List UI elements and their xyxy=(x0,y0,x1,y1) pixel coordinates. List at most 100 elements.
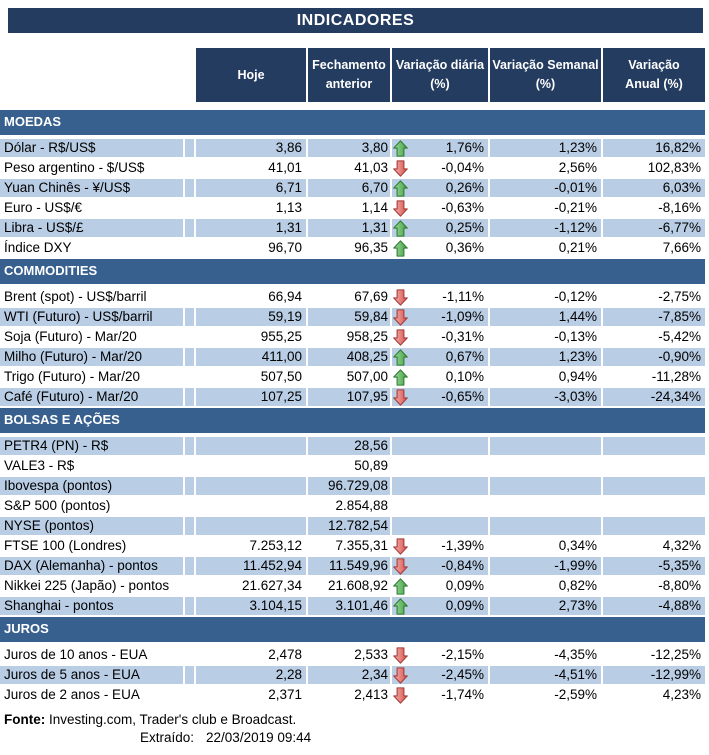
variacao-anual-cell: -8,16% xyxy=(658,200,701,215)
variacao-semanal-cell: -0,13% xyxy=(490,328,603,346)
variacao-semanal-cell: -1,12% xyxy=(490,219,603,237)
variacao-anual-cell: -5,42% xyxy=(658,329,701,344)
variacao-anual-cell: -7,85% xyxy=(603,308,705,326)
variacao-diaria-cell: -1,39% xyxy=(392,537,490,555)
fechamento-cell: 67,69 xyxy=(308,288,392,306)
spacer-cell xyxy=(185,368,196,386)
row-label: Juros de 10 anos - EUA xyxy=(0,646,185,664)
trend-arrow-slot xyxy=(393,199,408,217)
column-header-variacao-semanal: Variação Semanal (%) xyxy=(490,48,603,102)
fechamento-cell: 2.854,88 xyxy=(308,497,392,515)
section-rows: Dólar - R$/US$ 3,86 3,80 1,76% 1,23% 16,… xyxy=(0,139,709,259)
spacer-cell xyxy=(185,159,196,177)
spacer-cell xyxy=(185,239,196,257)
variacao-diaria-cell: -1,11% xyxy=(392,288,490,306)
variacao-anual-cell: -4,88% xyxy=(603,597,705,615)
hoje-cell: 6,71 xyxy=(196,179,308,197)
hoje-cell xyxy=(196,457,308,475)
variacao-anual-cell: 16,82% xyxy=(603,139,705,157)
hoje-cell: 59,19 xyxy=(196,308,308,326)
variacao-semanal-cell: 2,56% xyxy=(490,159,603,177)
variacao-semanal-cell xyxy=(490,517,603,535)
variacao-diaria-value: 0,67% xyxy=(445,349,484,364)
hoje-cell: 3.104,15 xyxy=(196,597,308,615)
hoje-cell: 955,25 xyxy=(196,328,308,346)
trend-arrow-slot xyxy=(393,686,408,704)
variacao-semanal-cell: -4,51% xyxy=(490,666,603,684)
spacer-cell xyxy=(185,457,196,475)
row-label: PETR4 (PN) - R$ xyxy=(0,437,185,455)
arrow-up-icon xyxy=(393,219,408,237)
row-label: S&P 500 (pontos) xyxy=(0,497,185,515)
arrow-down-icon xyxy=(393,199,408,217)
table-row: Brent (spot) - US$/barril 66,94 67,69 -1… xyxy=(0,288,705,308)
row-label: Nikkei 225 (Japão) - pontos xyxy=(0,577,185,595)
spacer-cell xyxy=(185,437,196,455)
table-row: Euro - US$/€ 1,13 1,14 -0,63% -0,21% -8,… xyxy=(0,199,705,219)
table-row: Índice DXY 96,70 96,35 0,36% 0,21% 7,66% xyxy=(0,239,705,259)
spacer-cell xyxy=(185,179,196,197)
fechamento-cell: 3,80 xyxy=(308,139,392,157)
footer-extracted-label: Extraído: xyxy=(140,730,195,745)
arrow-down-icon xyxy=(393,308,408,326)
row-label: Peso argentino - $/US$ xyxy=(0,159,185,177)
variacao-semanal-cell xyxy=(490,477,603,495)
variacao-diaria-cell: 0,26% xyxy=(392,179,490,197)
hoje-cell: 107,25 xyxy=(196,388,308,406)
hoje-cell xyxy=(196,517,308,535)
arrow-up-icon xyxy=(393,139,408,157)
fechamento-cell: 11.549,96 xyxy=(308,557,392,575)
variacao-diaria-cell xyxy=(392,437,490,455)
section-rows: PETR4 (PN) - R$ 28,56 VALE3 - R$ 50,89 I… xyxy=(0,437,709,617)
hoje-cell: 7.253,12 xyxy=(196,537,308,555)
table-row: VALE3 - R$ 50,89 xyxy=(0,457,705,477)
variacao-diaria-value: 0,10% xyxy=(445,369,484,384)
table-row: Milho (Futuro) - Mar/20 411,00 408,25 0,… xyxy=(0,348,705,368)
trend-arrow-slot xyxy=(393,557,408,575)
row-label: DAX (Alemanha) - pontos xyxy=(0,557,185,575)
variacao-diaria-value: -2,15% xyxy=(441,647,484,662)
table-row: FTSE 100 (Londres) 7.253,12 7.355,31 -1,… xyxy=(0,537,705,557)
spacer-cell xyxy=(185,537,196,555)
variacao-semanal-cell: 1,44% xyxy=(490,308,603,326)
row-label: Trigo (Futuro) - Mar/20 xyxy=(0,368,185,386)
arrow-down-icon xyxy=(393,388,408,406)
table-row: Nikkei 225 (Japão) - pontos 21.627,34 21… xyxy=(0,577,705,597)
variacao-diaria-cell: 0,25% xyxy=(392,219,490,237)
variacao-diaria-cell: -0,65% xyxy=(392,388,490,406)
variacao-anual-cell: -12,99% xyxy=(603,666,705,684)
spacer-cell xyxy=(185,686,196,704)
spacer-cell xyxy=(185,477,196,495)
table-section: COMMODITIES Brent (spot) - US$/barril 66… xyxy=(0,259,709,408)
row-label: Euro - US$/€ xyxy=(0,199,185,217)
spacer-cell xyxy=(185,646,196,664)
arrow-up-icon xyxy=(393,368,408,386)
hoje-cell: 11.452,94 xyxy=(196,557,308,575)
section-title: COMMODITIES xyxy=(4,263,98,278)
fechamento-cell: 408,25 xyxy=(308,348,392,366)
variacao-diaria-cell: -0,63% xyxy=(392,199,490,217)
row-label: Dólar - R$/US$ xyxy=(0,139,185,157)
row-label: Milho (Futuro) - Mar/20 xyxy=(0,348,185,366)
arrow-down-icon xyxy=(393,646,408,664)
variacao-anual-cell xyxy=(603,517,705,535)
header-spacer xyxy=(0,48,196,102)
footer-extracted-datetime: 22/03/2019 09:44 xyxy=(206,730,312,745)
arrow-down-icon xyxy=(393,537,408,555)
row-label: NYSE (pontos) xyxy=(0,517,185,535)
variacao-semanal-cell: -0,01% xyxy=(490,179,603,197)
report-title-bar: INDICADORES xyxy=(8,8,703,33)
row-label: Juros de 5 anos - EUA xyxy=(0,666,185,684)
table-row: Café (Futuro) - Mar/20 107,25 107,95 -0,… xyxy=(0,388,705,408)
spacer-cell xyxy=(185,308,196,326)
table-row: Juros de 5 anos - EUA 2,28 2,34 -2,45% -… xyxy=(0,666,705,686)
spacer-cell xyxy=(185,199,196,217)
variacao-anual-cell: -24,34% xyxy=(603,388,705,406)
variacao-diaria-cell: 0,36% xyxy=(392,239,490,257)
table-row: Trigo (Futuro) - Mar/20 507,50 507,00 0,… xyxy=(0,368,705,388)
arrow-up-icon xyxy=(393,179,408,197)
variacao-diaria-cell: -0,84% xyxy=(392,557,490,575)
row-label: WTI (Futuro) - US$/barril xyxy=(0,308,185,326)
table-row: S&P 500 (pontos) 2.854,88 xyxy=(0,497,705,517)
fechamento-cell: 3.101,46 xyxy=(308,597,392,615)
